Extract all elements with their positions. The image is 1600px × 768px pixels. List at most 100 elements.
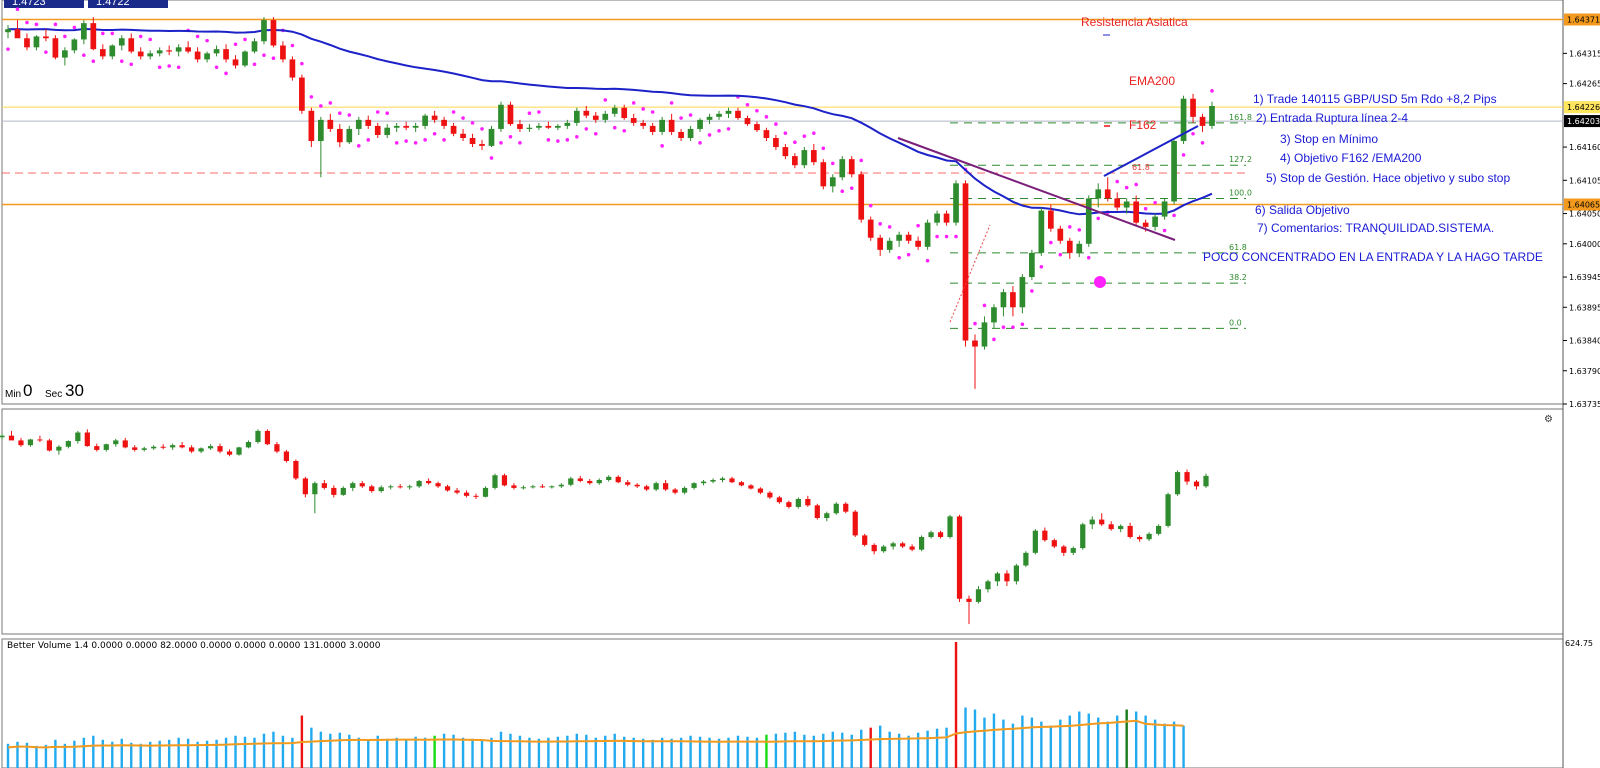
volume-bar — [623, 736, 626, 768]
volume-bar — [461, 737, 465, 768]
osc-body — [1080, 524, 1086, 549]
candle-body — [1133, 201, 1140, 223]
candle-body — [792, 156, 798, 166]
candle-body — [962, 183, 969, 341]
sar-dot — [1067, 225, 1072, 229]
trendline-2-4[interactable] — [897, 137, 1176, 241]
osc-body — [691, 483, 697, 488]
sar-dot — [15, 7, 20, 12]
candle-body — [829, 177, 836, 187]
sar-dot — [6, 47, 10, 51]
sar-dot — [593, 131, 598, 136]
osc-body — [653, 483, 659, 490]
volume-bar — [92, 735, 95, 768]
candle-body — [810, 150, 817, 163]
osc-body — [634, 484, 640, 487]
sar-dot — [432, 131, 437, 136]
volume-bar — [537, 738, 541, 768]
osc-body — [1174, 472, 1181, 495]
sar-dot — [176, 65, 181, 70]
candle-body — [1038, 210, 1045, 253]
footer-note: POCO CONCENTRADO EN LA ENTRADA Y LA HAGO… — [1203, 250, 1543, 264]
osc-body — [255, 430, 261, 442]
osc-body — [947, 516, 953, 537]
oscillator-panel[interactable] — [1, 408, 1564, 635]
sar-dot — [309, 95, 314, 99]
sar-dot — [878, 222, 882, 226]
volume-bar — [831, 731, 834, 768]
sar-dot — [906, 252, 911, 257]
volume-bar — [689, 735, 692, 768]
sar-dot — [1191, 131, 1195, 136]
volume-bar — [1068, 715, 1071, 768]
sar-dot — [129, 62, 134, 67]
volume-bar — [234, 735, 237, 768]
sar-dot — [584, 127, 589, 131]
panel-settings-icon[interactable]: ⚙ — [1544, 414, 1553, 425]
candle-body — [649, 125, 656, 132]
osc-body — [937, 532, 944, 537]
ema200-line[interactable] — [7, 27, 1213, 216]
osc-body — [65, 441, 71, 447]
sar-dot — [508, 134, 513, 139]
osc-body — [615, 476, 621, 483]
volume-bar — [224, 737, 228, 768]
volume-bar — [907, 735, 910, 768]
osc-body — [1165, 494, 1171, 526]
main-chart-panel[interactable] — [1, 0, 1564, 405]
volume-bar — [54, 739, 57, 768]
osc-body — [454, 490, 460, 493]
candle-body — [801, 150, 808, 166]
osc-body — [37, 439, 43, 441]
top-tab-2[interactable]: 1.4722 — [88, 0, 168, 8]
candle-body — [697, 119, 703, 129]
volume-bar — [319, 731, 323, 768]
candle-body — [431, 115, 438, 120]
sar-dot — [1153, 200, 1157, 205]
osc-body — [966, 598, 972, 602]
price-candles — [5, 17, 1215, 389]
top-tab-1[interactable]: 1.4723 — [4, 0, 84, 8]
candle-body — [1010, 292, 1016, 308]
sar-dot — [631, 101, 636, 105]
osc-body — [179, 445, 185, 448]
sar-dot — [830, 161, 835, 166]
sar-dot — [556, 139, 560, 143]
timer-sec-label: Sec — [45, 389, 62, 400]
sar-dot — [726, 127, 731, 131]
candle-body — [384, 127, 391, 135]
entry-marker-dot[interactable] — [1094, 276, 1106, 288]
price-tick-label: 1.64050 — [1569, 210, 1600, 219]
price-label: 1.64203 — [1567, 117, 1600, 126]
volume-panel[interactable] — [1, 638, 1564, 768]
price-tick-label: 1.63840 — [1569, 337, 1600, 346]
osc-body — [700, 481, 707, 484]
price-label-bg — [1564, 13, 1600, 26]
sar-dot — [1030, 289, 1034, 293]
sar-dot — [1143, 206, 1148, 211]
osc-body — [843, 503, 849, 512]
osc-body — [710, 480, 716, 482]
sar-dot — [205, 38, 209, 43]
volume-bar — [1030, 717, 1034, 768]
osc-body — [1089, 519, 1095, 525]
osc-body — [1013, 565, 1020, 582]
sar-dot — [1096, 216, 1101, 221]
sar-dot — [243, 37, 247, 42]
volume-bar — [660, 737, 664, 768]
sar-dot — [338, 111, 342, 116]
trendline-blue[interactable] — [1103, 125, 1199, 177]
osc-body — [738, 482, 745, 486]
volume-bar — [120, 738, 123, 768]
candle-body — [441, 119, 447, 126]
candle-body — [915, 240, 921, 247]
sar-dot — [821, 146, 826, 151]
sar-dot — [290, 43, 295, 48]
volume-bar — [1087, 713, 1090, 768]
candle-body — [924, 222, 931, 247]
osc-body — [426, 480, 432, 484]
sar-dot — [470, 121, 475, 125]
osc-body — [530, 486, 536, 488]
fib-label-61-8: 61.8 — [1229, 243, 1247, 252]
candle-body — [80, 23, 87, 40]
